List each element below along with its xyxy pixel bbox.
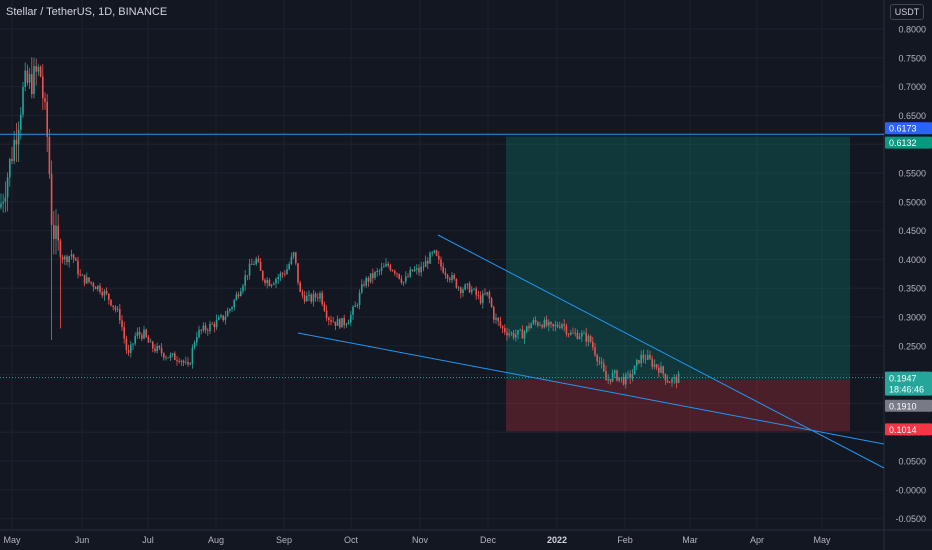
price-tick-label: 0.0500 (898, 457, 926, 467)
price-tick-label: 0.5000 (898, 197, 926, 207)
long-position-loss-zone[interactable] (506, 379, 850, 432)
horizontal-line-price-badge: 0.6173 (885, 122, 932, 135)
entry-price-badge: 0.1910 (885, 399, 932, 412)
upper-trendline-drawing[interactable] (437, 234, 885, 469)
lower-trendline-drawing[interactable] (297, 332, 885, 445)
time-scale[interactable]: May Jun Jul Aug Sep Oct Nov Dec 2022 Feb Mar Apr May (3, 535, 831, 545)
price-tick-label: -0.0000 (895, 485, 926, 495)
price-tick-label: 0.5500 (898, 169, 926, 179)
price-tick-label: 0.4000 (898, 255, 926, 265)
time-tick-label: May (813, 535, 831, 545)
position-zones[interactable] (506, 136, 850, 432)
price-tick-label: 0.8000 (898, 25, 926, 35)
time-tick-label: 2022 (547, 535, 567, 545)
symbol-title[interactable]: Stellar / TetherUS, 1D, BINANCE (6, 6, 168, 18)
price-tick-label: 0.3500 (898, 284, 926, 294)
currency-button[interactable]: USDT (890, 4, 924, 20)
time-tick-label: Aug (208, 535, 224, 545)
price-scale[interactable]: 0.80000.75000.70000.65000.60000.55000.50… (895, 25, 926, 525)
time-tick-label: Mar (682, 535, 698, 545)
time-tick-label: Jun (75, 535, 90, 545)
drawing-tools[interactable] (0, 133, 885, 469)
time-tick-label: Nov (412, 535, 429, 545)
time-tick-label: Dec (480, 535, 497, 545)
time-tick-label: May (3, 535, 21, 545)
price-tick-label: -0.0500 (895, 514, 926, 524)
candle-countdown: 18:46:46 (889, 385, 924, 395)
candlestick-series (0, 57, 680, 389)
svg-text:0.1947: 0.1947 (889, 374, 917, 384)
price-tick-label: 0.2500 (898, 341, 926, 351)
price-tick-label: 0.7500 (898, 53, 926, 63)
svg-text:0.6132: 0.6132 (889, 138, 917, 148)
time-tick-label: Sep (276, 535, 292, 545)
time-tick-label: Feb (617, 535, 633, 545)
price-tick-label: 0.6500 (898, 111, 926, 121)
time-tick-label: Jul (142, 535, 154, 545)
time-tick-label: Apr (750, 535, 764, 545)
price-tick-label: 0.3000 (898, 313, 926, 323)
svg-text:0.1910: 0.1910 (889, 401, 917, 411)
take-profit-price-badge: 0.6132 (885, 136, 932, 149)
svg-text:0.6173: 0.6173 (889, 124, 917, 134)
stop-loss-price-badge: 0.1014 (885, 423, 932, 436)
price-tick-label: 0.4500 (898, 226, 926, 236)
long-position-profit-zone[interactable] (506, 136, 850, 380)
time-tick-label: Oct (344, 535, 359, 545)
svg-text:0.1014: 0.1014 (889, 425, 917, 435)
price-tick-label: 0.7000 (898, 82, 926, 92)
